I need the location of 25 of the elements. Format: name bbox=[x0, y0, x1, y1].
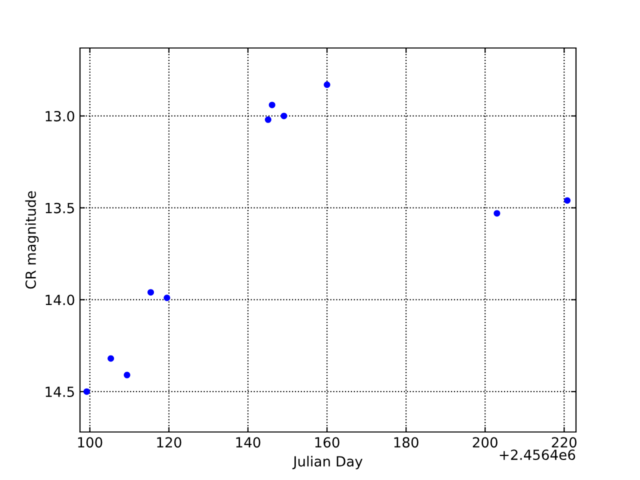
x-tick-label: 160 bbox=[315, 437, 340, 448]
y-tick-label: 13.5 bbox=[46, 202, 74, 214]
x-tick-label: 140 bbox=[236, 437, 260, 448]
point bbox=[564, 197, 571, 204]
point bbox=[324, 81, 330, 88]
point bbox=[83, 388, 90, 395]
point bbox=[268, 102, 276, 108]
point bbox=[494, 210, 500, 217]
x-tick-label: 220 bbox=[552, 437, 576, 448]
y-tick-label: 14.0 bbox=[46, 294, 74, 306]
text: +2.4564e6 bbox=[500, 450, 576, 460]
x-tick-label: 120 bbox=[157, 437, 182, 448]
x-tick-label: 180 bbox=[394, 437, 418, 448]
y-axis-title: CR magnitude bbox=[25, 191, 39, 289]
x-tick-label: 100 bbox=[78, 437, 102, 448]
x-tick-label: 200 bbox=[472, 437, 498, 448]
point bbox=[147, 289, 154, 296]
point bbox=[264, 116, 272, 123]
point bbox=[280, 112, 288, 120]
y-tick-label: 14.5 bbox=[46, 386, 74, 398]
x-axis-title: Julian Day bbox=[292, 456, 362, 470]
y-tick-label: 13.0 bbox=[46, 110, 74, 122]
point bbox=[108, 355, 114, 362]
point bbox=[124, 372, 130, 378]
point bbox=[164, 294, 170, 302]
